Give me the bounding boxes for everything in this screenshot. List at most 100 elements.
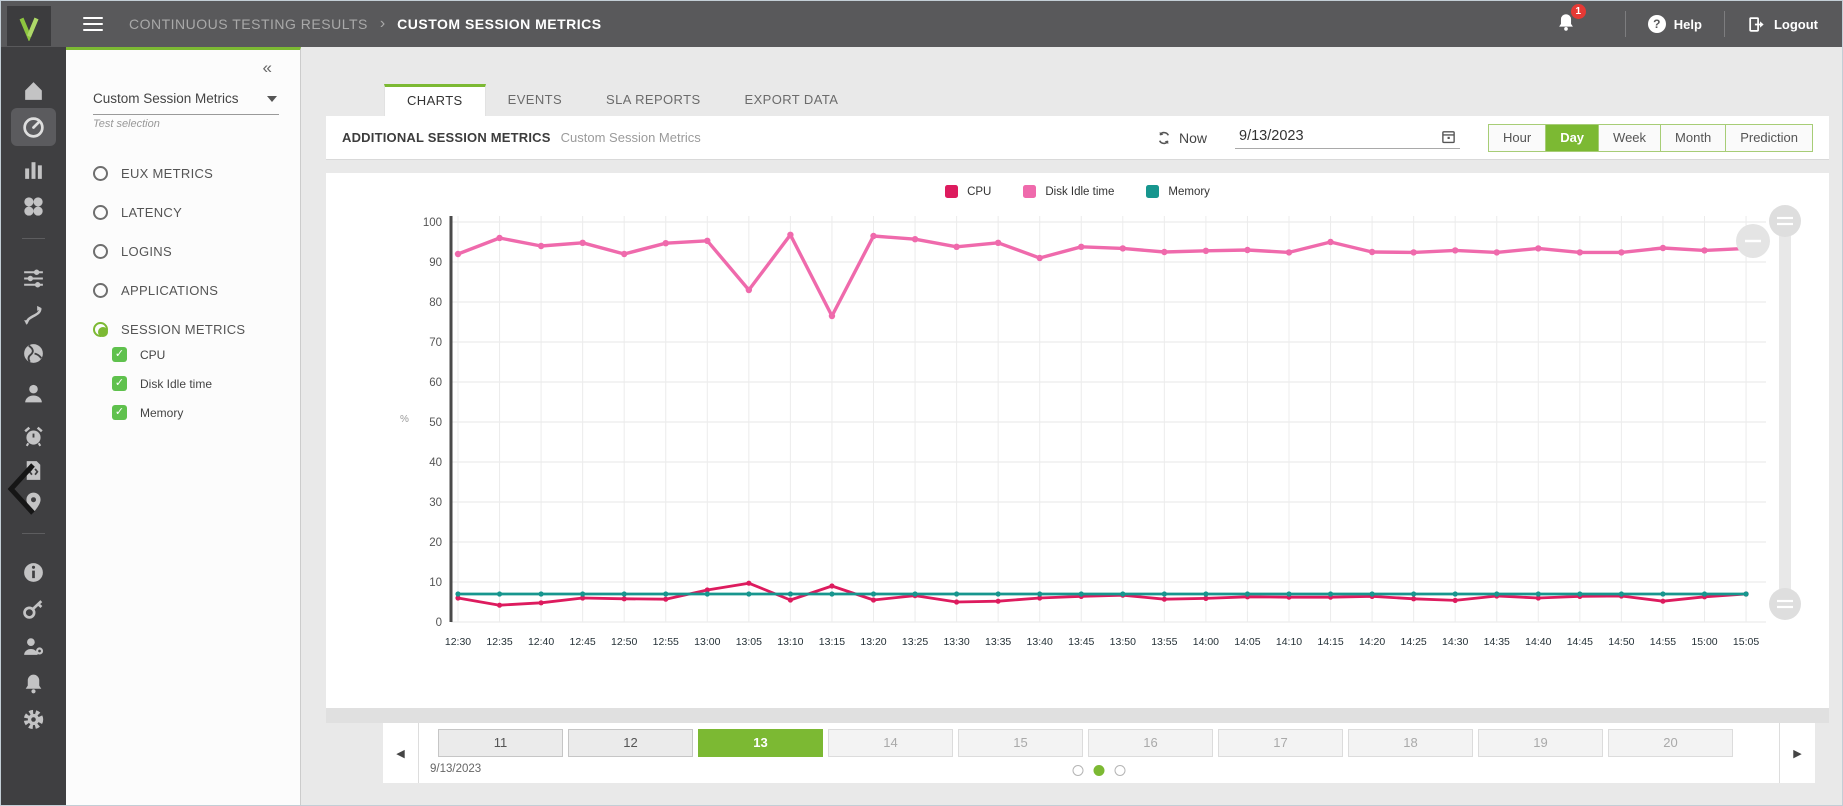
pagination-dot-1[interactable] [1072, 765, 1084, 776]
data-point [787, 231, 794, 238]
range-button-month[interactable]: Month [1660, 124, 1726, 151]
range-button-prediction[interactable]: Prediction [1725, 124, 1812, 151]
logout-icon [1749, 16, 1764, 32]
legend-item-memory[interactable]: Memory [1146, 185, 1210, 198]
pagination-prev-button[interactable]: ◀ [383, 723, 419, 783]
breadcrumb-parent[interactable]: CONTINUOUS TESTING RESULTS [129, 16, 368, 32]
pagination-next-button[interactable]: ▶ [1779, 723, 1815, 783]
metric-checkbox-cpu[interactable]: ✓ CPU [112, 340, 212, 369]
rail-item-bar-chart[interactable] [11, 150, 56, 188]
data-point [1411, 596, 1417, 602]
rail-item-user[interactable] [11, 374, 56, 412]
pagination-dot-2[interactable] [1093, 765, 1105, 776]
settings-gear-icon [23, 709, 44, 729]
data-point [496, 591, 503, 597]
x-tick-label: 15:05 [1733, 636, 1759, 648]
metric-checkbox-memory[interactable]: ✓ Memory [112, 398, 212, 427]
data-point [995, 591, 1001, 597]
help-button[interactable]: ? Help [1647, 15, 1702, 33]
globe-icon [24, 343, 43, 363]
group-radio-applications[interactable]: APPLICATIONS [93, 271, 245, 310]
range-button-week[interactable]: Week [1598, 124, 1661, 151]
rail-item-notification-bell[interactable] [11, 664, 56, 702]
data-point [1037, 591, 1043, 597]
day-cell-12[interactable]: 12 [568, 729, 693, 757]
y-tick-label: 100 [423, 217, 442, 229]
checkbox-icon: ✓ [112, 376, 127, 391]
group-label: LOGINS [121, 244, 172, 259]
chart-legend: CPU Disk Idle time Memory [326, 185, 1829, 198]
day-cell-11[interactable]: 11 [438, 729, 563, 757]
rail-item-alarm[interactable] [11, 417, 56, 455]
data-point [1327, 238, 1334, 246]
horizontal-scrollbar[interactable] [326, 708, 1829, 723]
pagination-dot-3[interactable] [1114, 765, 1126, 776]
data-point [1327, 591, 1334, 597]
x-tick-label: 12:30 [445, 636, 471, 648]
day-cell-13[interactable]: 13 [698, 729, 823, 757]
x-tick-label: 12:40 [528, 636, 554, 648]
rail-item-info[interactable] [11, 553, 56, 591]
metric-label: CPU [140, 347, 166, 362]
day-cell-19[interactable]: 19 [1478, 729, 1603, 757]
alarm-icon [24, 426, 43, 446]
date-input[interactable]: 9/13/2023 [1235, 126, 1460, 149]
tab-export-data[interactable]: EXPORT DATA [744, 92, 839, 107]
rail-divider [22, 533, 45, 534]
rail-item-workflow[interactable] [11, 296, 56, 334]
x-tick-label: 14:15 [1317, 636, 1343, 648]
range-button-day[interactable]: Day [1545, 124, 1599, 151]
x-tick-label: 13:55 [1151, 636, 1177, 648]
group-radio-logins[interactable]: LOGINS [93, 232, 245, 271]
date-value: 9/13/2023 [1239, 128, 1304, 144]
tab-charts[interactable]: CHARTS [384, 84, 486, 116]
notifications-button[interactable]: 1 [1555, 3, 1586, 38]
day-cell-14[interactable]: 14 [828, 729, 953, 757]
day-cell-18[interactable]: 18 [1348, 729, 1473, 757]
group-radio-latency[interactable]: LATENCY [93, 193, 245, 232]
panel-collapse-chevron[interactable] [5, 461, 37, 522]
rail-item-dashboard-gauge[interactable] [11, 108, 56, 146]
group-radio-session-metrics[interactable]: SESSION METRICS [93, 310, 245, 349]
group-radio-eux-metrics[interactable]: EUX METRICS [93, 154, 245, 193]
metric-label: Memory [140, 405, 184, 420]
metric-checkbox-disk-idle-time[interactable]: ✓ Disk Idle time [112, 369, 212, 398]
day-cell-17[interactable]: 17 [1218, 729, 1343, 757]
radio-icon [93, 283, 108, 298]
tab-events[interactable]: EVENTS [507, 92, 563, 107]
sidebar-collapse-icon[interactable]: « [262, 58, 272, 77]
radio-icon [93, 205, 108, 220]
rail-item-sliders[interactable] [11, 259, 56, 297]
x-tick-label: 13:25 [902, 636, 928, 648]
data-point [621, 591, 627, 597]
day-cell-20[interactable]: 20 [1608, 729, 1733, 757]
day-cell-15[interactable]: 15 [958, 729, 1083, 757]
range-button-hour[interactable]: Hour [1489, 124, 1546, 151]
rail-item-key[interactable] [11, 590, 56, 628]
group-label: LATENCY [121, 205, 183, 220]
legend-item-cpu[interactable]: CPU [945, 185, 991, 198]
legend-item-disk-idle-time[interactable]: Disk Idle time [1023, 185, 1114, 198]
session-metrics-chart: 0 10 20 30 40 50 60 70 80 90 100 12:30 12:35 12:40 12:… [400, 205, 1801, 648]
day-cell-16[interactable]: 16 [1088, 729, 1213, 757]
rail-item-apps-grid[interactable] [11, 187, 56, 225]
data-point [704, 237, 711, 244]
tab-sla-reports[interactable]: SLA REPORTS [606, 92, 701, 107]
calendar-icon[interactable] [1441, 129, 1456, 144]
now-button[interactable]: Now [1156, 130, 1207, 146]
value-axis-scrollbar-track[interactable] [1779, 221, 1791, 604]
x-tick-label: 13:45 [1068, 636, 1094, 648]
rail-item-home[interactable] [11, 71, 56, 109]
scrollbar-grip-bottom[interactable] [1769, 588, 1801, 620]
data-point [1369, 591, 1375, 597]
data-point [1286, 591, 1292, 597]
y-tick-label: 30 [429, 497, 442, 509]
rail-item-settings-gear[interactable] [11, 700, 56, 738]
logout-button[interactable]: Logout [1747, 15, 1818, 34]
scrollbar-grip-top[interactable] [1769, 205, 1801, 237]
test-select-dropdown[interactable]: Custom Session Metrics [93, 90, 279, 115]
y-tick-label: 50 [429, 417, 442, 429]
rail-item-user-settings[interactable] [11, 627, 56, 665]
rail-item-globe[interactable] [11, 334, 56, 372]
hamburger-menu-icon[interactable] [83, 13, 103, 35]
